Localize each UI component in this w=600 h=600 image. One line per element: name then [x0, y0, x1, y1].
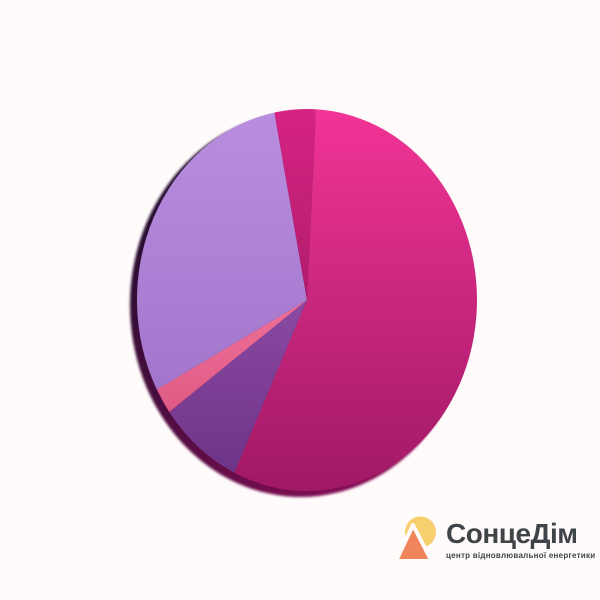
- logo-subtitle: центр відновлювальної енергетики: [446, 551, 596, 560]
- pie-slice-crimson-sliver: [274, 108, 316, 300]
- pie-slice-purple-medium: [169, 300, 307, 473]
- logo-text: СонцеДім центр відновлювальної енергетик…: [446, 514, 596, 561]
- logo: СонцеДім центр відновлювальної енергетик…: [394, 514, 595, 566]
- pie-slice-magenta-large: [234, 109, 478, 491]
- roof-triangle-icon: [394, 523, 434, 563]
- sun-and-roof-icon: [394, 516, 436, 563]
- logo-title: СонцеДім: [446, 518, 578, 549]
- pie-slice-rose-sliver: [156, 300, 307, 412]
- pie-slice-lavender-large: [136, 112, 307, 390]
